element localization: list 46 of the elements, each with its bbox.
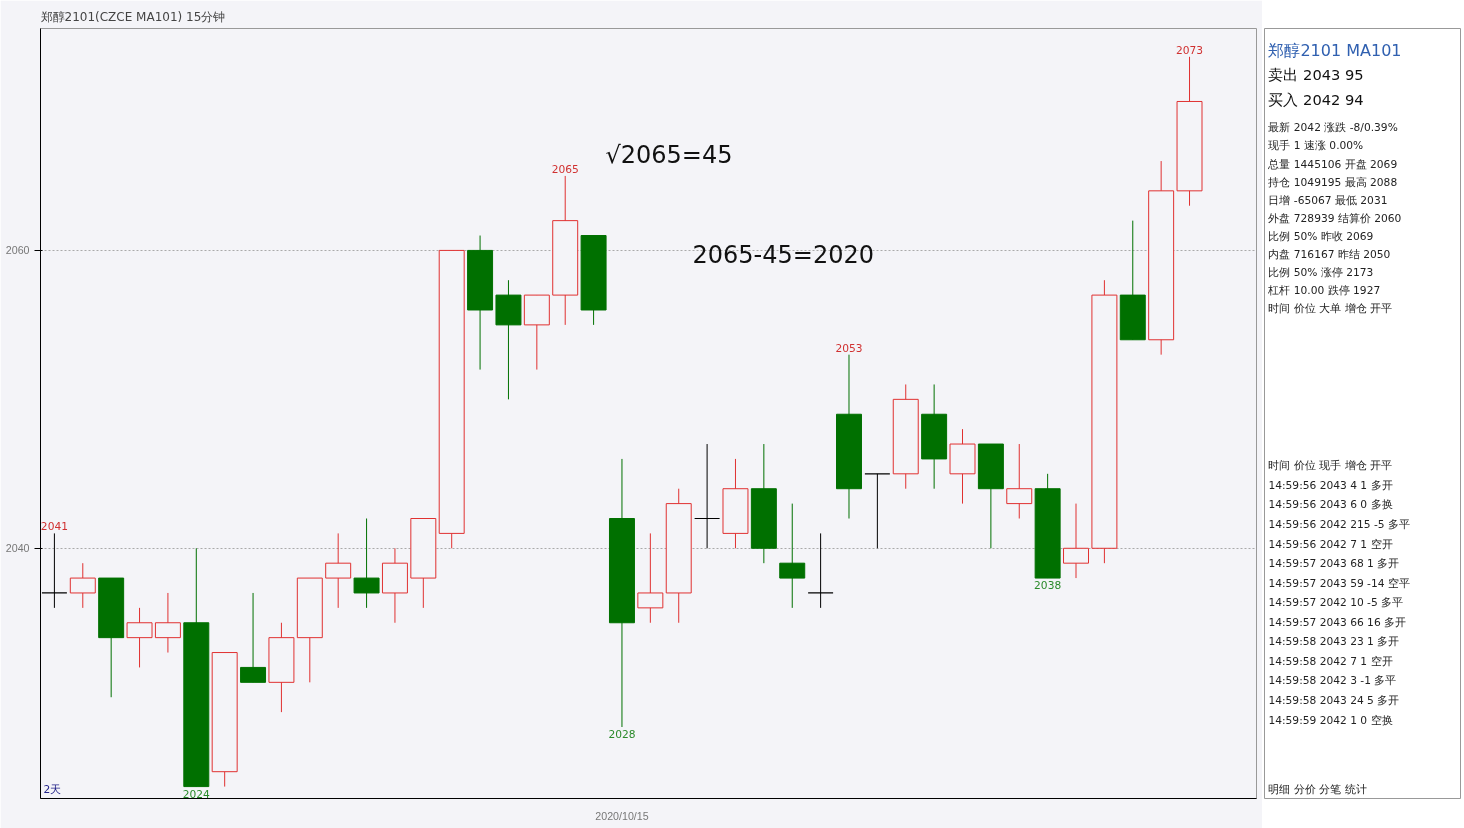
text: 14:59:58 2043 24 5 多开 [1268, 694, 1400, 708]
x-tick-label: 2020/10/15 [595, 809, 649, 822]
text: 现手 1 速涨 0.00% [1268, 139, 1364, 153]
text: 时间 价位 大单 增仓 开平 [1268, 302, 1392, 316]
text: 日增 -65067 最低 2031 [1268, 193, 1388, 207]
candlestick [807, 532, 834, 609]
text: 14:59:56 2042 215 -5 多平 [1268, 518, 1410, 532]
text: 14:59:56 2043 4 1 多开 [1268, 478, 1393, 492]
y-tick-label: 2040 [5, 542, 30, 555]
y-tick-label: 2060 [5, 244, 30, 257]
candlestick [864, 473, 891, 549]
text: 14:59:58 2043 23 1 多开 [1268, 635, 1400, 649]
text: 14:59:58 2042 7 1 空开 [1268, 654, 1393, 668]
text: 明细 分价 分笔 统计 [1268, 782, 1367, 796]
text: 持仓 1049195 最高 2088 [1268, 175, 1398, 189]
chart-title: 郑醇2101(CZCE MA101) 15分钟 [40, 9, 226, 24]
text: 内盘 716167 昨结 2050 [1268, 247, 1391, 261]
text: 14:59:57 2043 59 -14 空平 [1268, 576, 1410, 590]
text: 14:59:57 2043 66 16 多开 [1268, 615, 1407, 629]
annotation: √2065=45 [605, 140, 733, 169]
text: 14:59:57 2043 68 1 多开 [1268, 557, 1400, 571]
text: 2065 [551, 162, 579, 176]
text: 2041 [40, 520, 68, 534]
text: 2073 [1175, 43, 1204, 57]
annotation: 2065-45=2020 [692, 240, 874, 269]
text: 2053 [835, 341, 863, 355]
text: 14:59:59 2042 1 0 空换 [1268, 713, 1393, 727]
text: 2038 [1034, 579, 1062, 593]
text: 买入 2042 94 [1268, 90, 1364, 108]
text: 14:59:57 2042 10 -5 多平 [1268, 596, 1404, 610]
text: 2024 [182, 787, 210, 801]
text: 时间 价位 现手 增仓 开平 [1268, 459, 1392, 473]
text: 14:59:56 2042 7 1 空开 [1268, 537, 1393, 551]
text: 14:59:56 2043 6 0 多换 [1268, 498, 1393, 512]
text: 杠杆 10.00 跌停 1927 [1267, 284, 1381, 298]
candlestick [694, 443, 721, 549]
text: 卖出 2043 95 [1268, 66, 1364, 84]
text: 外盘 728939 结算价 2060 [1268, 211, 1402, 225]
text: 最新 2042 涨跌 -8/0.39% [1268, 121, 1398, 135]
text: 比例 50% 涨停 2173 [1268, 266, 1374, 280]
annotation: 2天 [43, 782, 62, 796]
text: 郑醇2101 MA101 [1268, 40, 1402, 60]
text: 14:59:58 2042 3 -1 多平 [1268, 674, 1397, 688]
text: 比例 50% 昨收 2069 [1268, 229, 1374, 243]
text: 总量 1445106 开盘 2069 [1267, 157, 1398, 171]
text: 2028 [608, 728, 636, 742]
